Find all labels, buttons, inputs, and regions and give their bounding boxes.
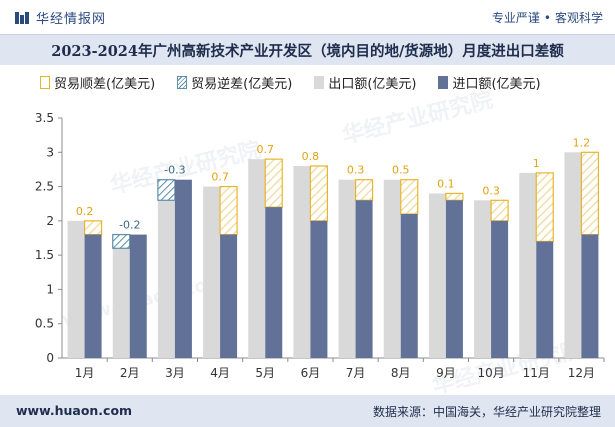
trade-deficit-bar[interactable] (157, 179, 176, 201)
top-bar: 华经情报网 专业严谨 • 客观科学 (0, 0, 615, 34)
import-bar[interactable] (174, 179, 192, 358)
legend-label-import: 进口额(亿美元) (452, 77, 541, 92)
data-source-note: 数据来源：中国海关，华经产业研究院整理 (372, 405, 601, 419)
import-bar[interactable] (310, 220, 328, 358)
export-bar[interactable] (338, 179, 356, 358)
x-tick-label: 11月 (523, 366, 550, 380)
trade-surplus-bar[interactable] (445, 192, 464, 201)
export-bar[interactable] (67, 220, 85, 358)
import-bar[interactable] (400, 214, 418, 358)
balance-data-label: 0.7 (257, 143, 275, 156)
trade-surplus-bar[interactable] (535, 172, 554, 243)
x-tick-label: 2月 (120, 366, 140, 380)
balance-data-label: 0.5 (392, 164, 410, 177)
y-tick-label: 1.5 (35, 248, 54, 262)
x-tick-label: 12月 (568, 366, 595, 380)
x-tick-label: 5月 (255, 366, 275, 380)
import-bar[interactable] (265, 207, 283, 358)
import-bar[interactable] (445, 200, 463, 358)
y-tick-label: 3.5 (35, 111, 54, 125)
import-bar[interactable] (581, 234, 599, 358)
trade-surplus-bar[interactable] (490, 199, 509, 222)
balance-data-label: 0.1 (437, 177, 455, 190)
x-tick-label: 7月 (346, 366, 366, 380)
balance-data-label: 0.8 (302, 150, 320, 163)
footer-bar: www.huaon.com 数据来源：中国海关，华经产业研究院整理 (0, 395, 615, 427)
bar-chart: 0 0.5 1 1.5 2 2.5 3 3.5 0.2 1月 -0.2 2月 -0.3 3月 0.7 4月 0.… (35, 111, 605, 380)
slogan: 专业严谨 • 客观科学 (492, 9, 603, 26)
legend-item-export[interactable]: 出口额(亿美元) (314, 73, 416, 92)
balance-data-label: 0.2 (76, 205, 94, 218)
x-tick-label: 10月 (477, 366, 504, 380)
x-tick-label: 8月 (391, 366, 411, 380)
legend-item-surplus[interactable]: 贸易顺差(亿美元) (40, 73, 155, 92)
footer-website-link[interactable]: www.huaon.com (16, 403, 133, 418)
export-bar[interactable] (203, 186, 221, 358)
brand-logo-icon (15, 11, 29, 24)
export-bar[interactable] (428, 193, 446, 358)
x-tick-label: 1月 (75, 366, 95, 380)
y-tick-label: 3 (46, 145, 54, 159)
trade-surplus-bar[interactable] (83, 220, 103, 236)
x-tick-label: 3月 (165, 366, 185, 380)
legend-label-deficit: 贸易逆差(亿美元) (191, 77, 293, 92)
import-bar[interactable] (355, 200, 373, 358)
balance-data-label: 1.2 (573, 136, 591, 149)
import-bar[interactable] (84, 234, 102, 358)
export-bar[interactable] (293, 166, 311, 358)
trade-surplus-bar[interactable] (354, 179, 374, 201)
trade-surplus-bar[interactable] (309, 165, 329, 222)
balance-data-label: 0.7 (211, 171, 229, 184)
legend-label-surplus: 贸易顺差(亿美元) (54, 77, 156, 92)
y-tick-label: 0.5 (35, 317, 54, 331)
legend-swatch-import (438, 76, 449, 89)
legend-swatch-deficit (177, 76, 188, 89)
trade-surplus-bar[interactable] (219, 185, 238, 236)
legend-swatch-export (314, 76, 325, 89)
x-tick-label: 6月 (301, 366, 321, 380)
chart-legend: 贸易顺差(亿美元) 贸易逆差(亿美元) 出口额(亿美元) 进口额(亿美元) (40, 73, 541, 92)
export-bar[interactable] (564, 152, 582, 358)
y-tick-label: 2 (46, 214, 54, 228)
brand-name: 华经情报网 (36, 12, 107, 27)
x-tick-label: 4月 (210, 366, 230, 380)
export-bar[interactable] (474, 200, 492, 358)
balance-data-label: -0.3 (164, 164, 185, 177)
balance-data-label: 0.3 (482, 184, 500, 197)
import-bar[interactable] (491, 220, 509, 358)
trade-surplus-bar[interactable] (580, 151, 600, 236)
y-tick-label: 2.5 (35, 180, 54, 194)
brand[interactable]: 华经情报网 (14, 8, 106, 27)
balance-data-label: -0.2 (119, 219, 140, 232)
slogan-tag-2: 客观科学 (554, 11, 603, 25)
y-tick-label: 1 (46, 282, 54, 296)
trade-surplus-bar[interactable] (264, 158, 283, 208)
y-tick-label: 0 (46, 351, 54, 365)
export-bar[interactable] (157, 200, 175, 358)
trade-deficit-bar[interactable] (112, 233, 131, 249)
legend-swatch-surplus (40, 76, 50, 89)
import-bar[interactable] (220, 234, 238, 358)
chart-title: 2023-2024年广州高新技术产业开发区（境内目的地/货源地）月度进出口差额 (51, 43, 564, 60)
legend-item-import[interactable]: 进口额(亿美元) (438, 73, 541, 92)
x-tick-label: 9月 (436, 366, 456, 380)
export-bar[interactable] (112, 248, 130, 358)
export-bar[interactable] (383, 179, 401, 358)
slogan-tag-1: 专业严谨 (491, 11, 540, 25)
legend-item-deficit[interactable]: 贸易逆差(亿美元) (177, 73, 292, 92)
import-bar[interactable] (129, 234, 147, 358)
export-bar[interactable] (519, 172, 537, 358)
export-bar[interactable] (248, 159, 266, 358)
slogan-separator: • (543, 11, 551, 25)
trade-surplus-bar[interactable] (400, 179, 419, 215)
title-bar: 2023-2024年广州高新技术产业开发区（境内目的地/货源地）月度进出口差额 (0, 34, 615, 65)
balance-data-label: 1 (533, 157, 540, 170)
balance-data-label: 0.3 (347, 164, 365, 177)
import-bar[interactable] (536, 241, 554, 358)
legend-label-export: 出口额(亿美元) (328, 77, 417, 92)
